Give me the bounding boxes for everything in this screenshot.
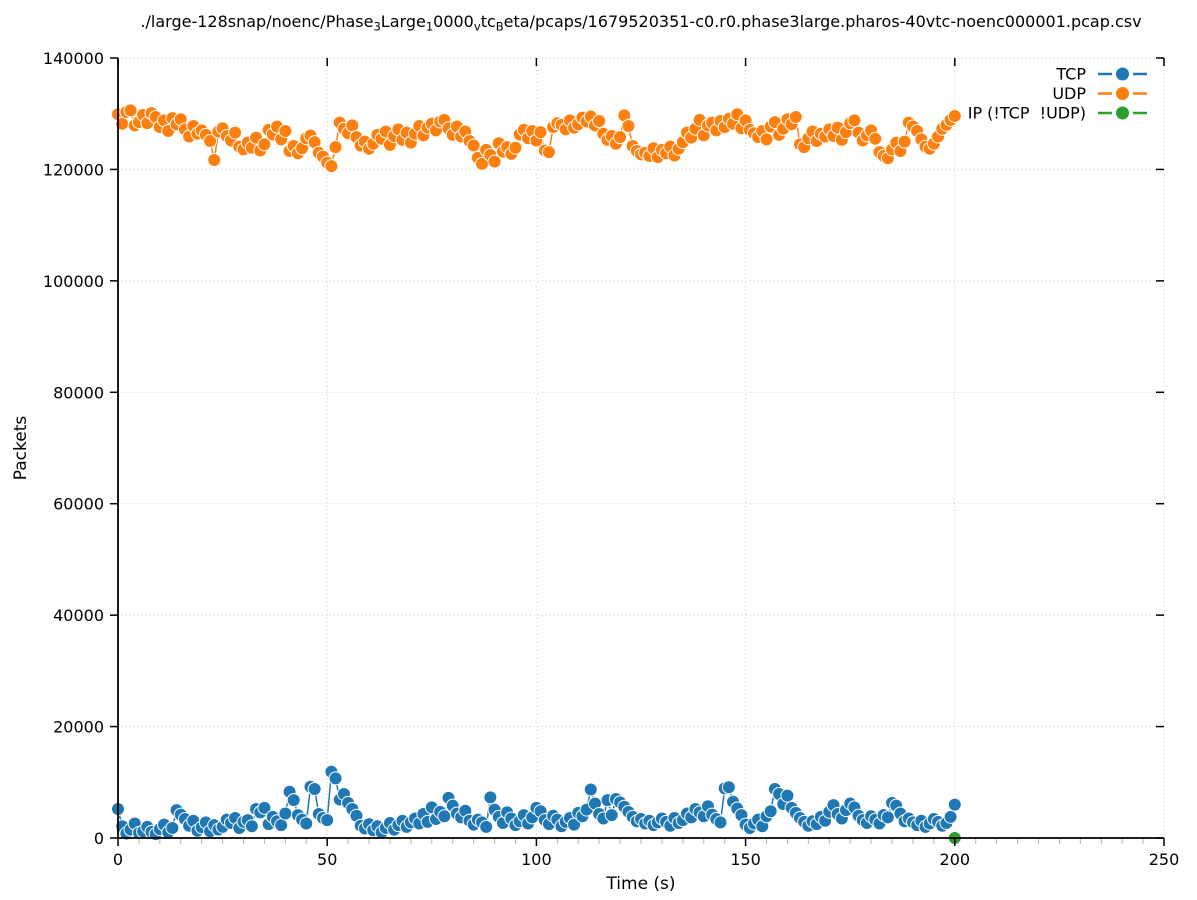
legend-label-udp: UDP bbox=[1052, 84, 1086, 103]
series-tcp-point bbox=[780, 788, 795, 803]
series-udp-point bbox=[207, 152, 222, 167]
y-tick-label: 100000 bbox=[43, 272, 104, 291]
series-tcp-point bbox=[328, 771, 343, 786]
y-tick-label: 80000 bbox=[53, 383, 104, 402]
x-tick-label: 150 bbox=[730, 850, 761, 869]
series-tcp-point bbox=[604, 808, 619, 823]
legend-label-tcp: TCP bbox=[1055, 65, 1086, 84]
series-tcp-point bbox=[244, 819, 259, 834]
series-udp-point bbox=[487, 154, 502, 169]
series-udp-point bbox=[613, 130, 628, 145]
series-udp-point bbox=[345, 118, 360, 133]
series-udp-point bbox=[759, 132, 774, 147]
legend-marker-ip-tcp-udp bbox=[1116, 106, 1129, 120]
legend-marker-udp bbox=[1116, 87, 1129, 100]
series-udp-point bbox=[328, 140, 343, 155]
x-tick-label: 250 bbox=[1149, 850, 1180, 869]
series-udp-point bbox=[278, 123, 293, 138]
series-tcp-point bbox=[286, 793, 301, 808]
legend-label-ip-tcp-udp: IP (!TCP !UDP) bbox=[968, 104, 1086, 123]
series-udp-point bbox=[541, 145, 556, 160]
series-tcp-point bbox=[437, 809, 452, 824]
series-udp-point bbox=[868, 131, 883, 146]
series-tcp-point bbox=[307, 781, 322, 796]
series-tcp-point bbox=[165, 820, 180, 835]
title-text: tc bbox=[480, 12, 496, 31]
series-udp-point bbox=[123, 103, 138, 118]
title-text: eta/pcaps/1679520351-c0.r0.phase3large.p… bbox=[503, 12, 1142, 31]
series-udp-point bbox=[847, 113, 862, 128]
title-subscript: v bbox=[473, 19, 481, 34]
series-tcp-point bbox=[763, 804, 778, 819]
series-tcp-point bbox=[943, 809, 958, 824]
y-tick-label: 20000 bbox=[53, 718, 104, 737]
series-tcp-point bbox=[320, 813, 335, 828]
y-tick-label: 140000 bbox=[43, 49, 104, 68]
series-tcp-point bbox=[299, 816, 314, 831]
series-udp-point bbox=[897, 134, 912, 149]
series-tcp-point bbox=[479, 819, 494, 834]
series-tcp-point bbox=[721, 780, 736, 795]
series-udp-point bbox=[324, 159, 339, 174]
title-text: ./large-128snap/noenc/Phase bbox=[140, 12, 374, 31]
title-subscript: B bbox=[495, 19, 504, 34]
legend-marker-tcp bbox=[1116, 67, 1129, 81]
x-tick-label: 50 bbox=[317, 850, 337, 869]
series-udp-point bbox=[508, 140, 523, 155]
title-subscript: 3 bbox=[373, 19, 381, 34]
chart-title: ./large-128snap/noenc/Phase3Large10000vt… bbox=[118, 12, 1164, 34]
x-axis-label: Time (s) bbox=[606, 874, 676, 894]
y-tick-label: 60000 bbox=[53, 495, 104, 514]
series-udp-point bbox=[257, 137, 272, 152]
series-tcp-point bbox=[278, 806, 293, 821]
series-tcp-point bbox=[880, 810, 895, 825]
x-tick-label: 200 bbox=[940, 850, 971, 869]
series-tcp-point bbox=[713, 815, 728, 830]
title-text: 0000 bbox=[433, 12, 474, 31]
y-tick-label: 120000 bbox=[43, 160, 104, 179]
title-text: Large bbox=[380, 12, 426, 31]
y-tick-label: 0 bbox=[94, 829, 104, 848]
series-udp-point bbox=[621, 118, 636, 133]
x-tick-label: 0 bbox=[113, 850, 123, 869]
series-udp-point bbox=[466, 138, 481, 153]
y-tick-label: 40000 bbox=[53, 606, 104, 625]
series-udp-point bbox=[533, 125, 548, 140]
series-tcp-point bbox=[274, 818, 289, 833]
series-tcp-point bbox=[257, 800, 272, 815]
series-udp-point bbox=[592, 113, 607, 128]
title-subscript: 1 bbox=[425, 19, 434, 34]
series-udp-point bbox=[788, 110, 803, 125]
series-tcp-point bbox=[483, 790, 498, 805]
x-tick-label: 100 bbox=[521, 850, 552, 869]
series-tcp-point bbox=[947, 797, 962, 812]
series-udp-point bbox=[203, 134, 218, 149]
series-udp-point bbox=[947, 108, 962, 123]
series-tcp-point bbox=[583, 782, 598, 797]
series-udp-point bbox=[228, 125, 243, 140]
